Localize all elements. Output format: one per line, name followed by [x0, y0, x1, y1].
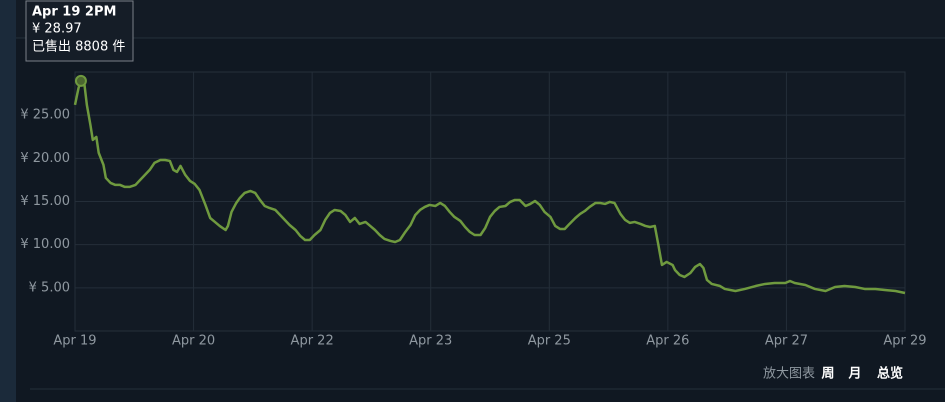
x-tick-label: Apr 26: [646, 334, 689, 349]
x-tick-label: Apr 23: [409, 334, 452, 349]
tooltip-line: ¥ 28.97: [32, 22, 82, 37]
range-button[interactable]: 周: [821, 367, 834, 382]
range-button[interactable]: 月: [847, 367, 861, 382]
x-tick-label: Apr 29: [883, 334, 926, 349]
y-tick-label: ¥ 25.00: [20, 108, 70, 123]
x-tick-label: Apr 20: [172, 334, 215, 349]
x-tick-label: Apr 25: [528, 334, 571, 349]
range-button[interactable]: 总览: [877, 366, 903, 382]
x-tick-label: Apr 27: [765, 334, 808, 349]
zoom-label: 放大图表: [763, 367, 815, 382]
tooltip-line: Apr 19 2PM: [32, 5, 116, 20]
top-band: [16, 0, 945, 38]
tooltip: Apr 19 2PM ¥ 28.97 已售出 8808 件: [25, 0, 134, 62]
y-tick-label: ¥ 15.00: [20, 194, 70, 209]
y-tick-label: ¥ 20.00: [20, 151, 70, 166]
y-tick-label: ¥ 10.00: [20, 237, 70, 252]
x-tick-label: Apr 19: [53, 334, 96, 349]
y-tick-label: ¥ 5.00: [29, 280, 70, 295]
highlight-point: [74, 74, 87, 87]
tooltip-box: [25, 0, 134, 62]
side-strip: [0, 0, 16, 402]
x-tick-label: Apr 22: [291, 334, 334, 349]
tooltip-line: 已售出 8808 件: [32, 39, 125, 55]
price-line: [73, 79, 906, 295]
